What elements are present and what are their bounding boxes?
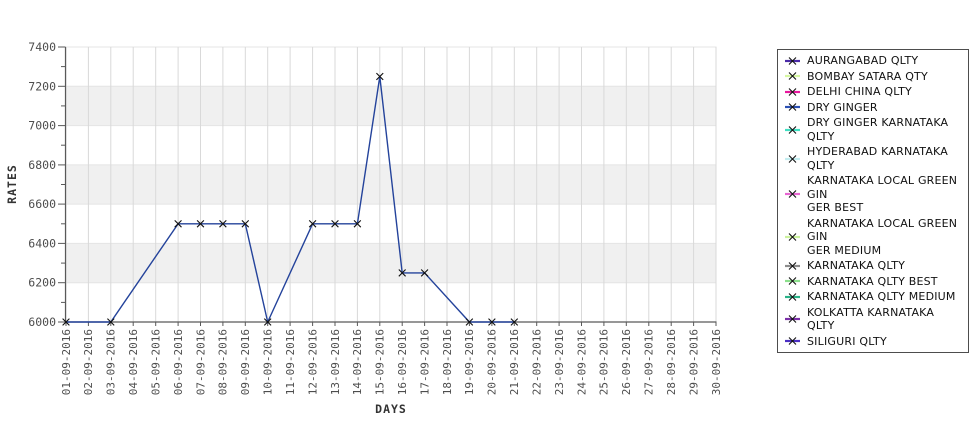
legend-item: KARNATAKA LOCAL GREEN GIN GER MEDIUM xyxy=(778,217,968,258)
legend-item-label: BOMBAY SATARA QTY xyxy=(807,69,928,83)
x-tick-label: 20-09-2016 xyxy=(486,329,499,395)
x-tick-label: 12-09-2016 xyxy=(306,329,319,395)
x-tick-label: 05-09-2016 xyxy=(150,329,163,395)
x-tick-label: 09-09-2016 xyxy=(239,329,252,395)
x-tick-label: 14-09-2016 xyxy=(351,329,364,395)
legend-series-marker-icon xyxy=(785,260,800,272)
y-tick-label: 6600 xyxy=(28,197,56,211)
legend-item: DELHI CHINA QLTY xyxy=(778,85,968,99)
legend-item: DRY GINGER KARNATAKA QLTY xyxy=(778,116,968,143)
y-tick-label: 7200 xyxy=(28,79,56,93)
legend-series-marker-icon xyxy=(785,231,800,243)
x-tick-label: 10-09-2016 xyxy=(262,329,275,395)
x-tick-label: 22-09-2016 xyxy=(531,329,544,395)
x-tick-label: 02-09-2016 xyxy=(82,329,95,395)
x-tick-label: 23-09-2016 xyxy=(553,329,566,395)
x-tick-label: 17-09-2016 xyxy=(418,329,431,395)
x-tick-label: 24-09-2016 xyxy=(575,329,588,395)
x-tick-label: 16-09-2016 xyxy=(396,329,409,395)
legend-item: KARNATAKA LOCAL GREEN GIN GER BEST xyxy=(778,174,968,215)
chart-generated: 6000 6200 6400 6600 6800 7000 7200 7400 01-09-20… xyxy=(28,40,723,395)
y-tick-label: 6400 xyxy=(28,236,56,250)
legend-series-marker-icon xyxy=(785,313,800,325)
y-tick-label: 6200 xyxy=(28,276,56,290)
x-tick-label: 07-09-2016 xyxy=(194,329,207,395)
legend-item-label: KARNATAKA QLTY MEDIUM xyxy=(807,290,956,303)
legend-item-label: KARNATAKA QLTY BEST xyxy=(807,274,938,288)
legend-series-marker-icon xyxy=(785,55,800,67)
legend-item: KARNATAKA QLTY xyxy=(778,259,968,273)
y-tick-label: 6000 xyxy=(28,315,56,329)
legend-item: BOMBAY SATARA QTY xyxy=(778,70,968,84)
x-tick-label: 13-09-2016 xyxy=(329,329,342,395)
legend-item: KARNATAKA QLTY BEST xyxy=(778,275,968,289)
rates-line-chart: 6000 6200 6400 6600 6800 7000 7200 7400 01-09-20… xyxy=(5,40,723,416)
legend-item: KARNATAKA QLTY MEDIUM xyxy=(778,290,968,304)
x-tick-label: 28-09-2016 xyxy=(665,329,678,395)
plot-band xyxy=(65,243,717,283)
legend-item-label: DRY GINGER KARNATAKA QLTY xyxy=(807,116,949,143)
legend-series-marker-icon xyxy=(785,275,800,287)
y-tick-label: 7000 xyxy=(28,119,56,133)
data-point-markers xyxy=(62,72,519,326)
legend-item-label: KARNATAKA QLTY xyxy=(807,259,906,272)
legend-item-label: DELHI CHINA QLTY xyxy=(807,85,912,98)
x-tick-label: 08-09-2016 xyxy=(217,329,230,395)
x-tick-label: 19-09-2016 xyxy=(463,329,476,395)
y-tick-label: 7400 xyxy=(28,40,56,54)
x-tick-label: 21-09-2016 xyxy=(508,329,521,395)
x-tick-label: 15-09-2016 xyxy=(374,329,387,395)
chart-area: 6000 6200 6400 6600 6800 7000 7200 7400 01-09-20… xyxy=(5,40,723,416)
legend-series-marker-icon xyxy=(785,70,800,82)
legend-item-label: DRY GINGER xyxy=(807,100,878,114)
legend-item: KOLKATTA KARNATAKA QLTY xyxy=(778,306,968,333)
legend-item: SILIGURI QLTY xyxy=(778,335,968,349)
legend-item-label: AURANGABAD QLTY xyxy=(807,54,919,67)
x-tick-label: 03-09-2016 xyxy=(105,329,118,395)
legend-series-marker-icon xyxy=(785,153,800,165)
x-tick-label: 27-09-2016 xyxy=(643,329,656,395)
legend-series-marker-icon xyxy=(785,86,800,98)
x-tick-label: 06-09-2016 xyxy=(172,329,185,395)
legend-item-label: KARNATAKA LOCAL GREEN GIN GER MEDIUM xyxy=(807,216,958,257)
legend-series-marker-icon xyxy=(785,101,800,113)
x-tick-label: 18-09-2016 xyxy=(441,329,454,395)
legend-series-marker-icon xyxy=(785,188,800,200)
legend-item: HYDERABAD KARNATAKA QLTY xyxy=(778,145,968,172)
y-tick-label: 6800 xyxy=(28,158,56,172)
legend-item-label: SILIGURI QLTY xyxy=(807,334,887,348)
x-axis-title: DAYS xyxy=(375,402,407,416)
legend-item: DRY GINGER xyxy=(778,101,968,115)
plot-band xyxy=(65,86,717,126)
legend-series-marker-icon xyxy=(785,291,800,303)
x-tick-label: 26-09-2016 xyxy=(620,329,633,395)
x-tick-label: 11-09-2016 xyxy=(284,329,297,395)
legend-item-label: HYDERABAD KARNATAKA QLTY xyxy=(807,145,948,172)
x-tick-label: 04-09-2016 xyxy=(127,329,140,395)
legend-series-marker-icon xyxy=(785,335,800,347)
x-tick-label: 29-09-2016 xyxy=(687,329,700,395)
legend-item-label: KOLKATTA KARNATAKA QLTY xyxy=(807,305,935,333)
legend-series-marker-icon xyxy=(785,124,800,136)
x-tick-label: 01-09-2016 xyxy=(60,329,73,395)
legend-item-label: KARNATAKA LOCAL GREEN GIN GER BEST xyxy=(807,174,958,214)
series-line xyxy=(66,76,515,325)
chart-legend: AURANGABAD QLTY BOMBAY SATARA QTY DELHI CH… xyxy=(777,49,969,353)
x-tick-label: 30-09-2016 xyxy=(710,329,723,395)
y-axis-title: RATES xyxy=(5,164,19,204)
legend-item: AURANGABAD QLTY xyxy=(778,54,968,68)
x-tick-label: 25-09-2016 xyxy=(598,329,611,395)
